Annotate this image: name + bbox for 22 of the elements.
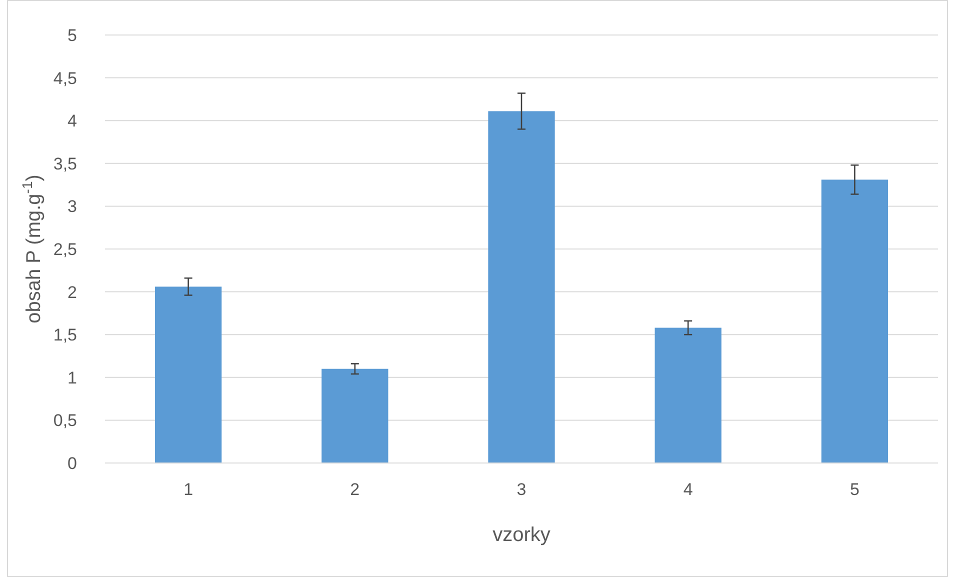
- y-tick-label: 5: [68, 26, 77, 45]
- y-tick-label: 3: [68, 197, 77, 216]
- y-tick-label: 0: [68, 454, 77, 473]
- y-tick-label: 2,5: [53, 240, 77, 259]
- y-tick-label: 4,5: [53, 68, 77, 88]
- x-tick-label: 5: [850, 480, 860, 499]
- bar: [654, 328, 722, 463]
- y-tick-label: 0,5: [53, 411, 77, 430]
- x-tick-label: 4: [683, 480, 693, 499]
- bar: [322, 368, 388, 463]
- bar: [154, 286, 222, 463]
- x-tick-label: 2: [350, 480, 360, 499]
- y-tick-label: 4: [68, 112, 77, 131]
- y-tick-label: 1,5: [53, 326, 77, 345]
- y-tick-label: 1: [68, 368, 77, 388]
- x-tick-label: 1: [184, 480, 194, 499]
- y-tick-label: 3,5: [53, 154, 77, 174]
- x-tick-label: 3: [516, 480, 526, 499]
- bar: [488, 111, 555, 463]
- x-axis-title: vzorky: [492, 524, 550, 546]
- y-tick-label: 2: [68, 282, 77, 302]
- bar: [821, 180, 888, 463]
